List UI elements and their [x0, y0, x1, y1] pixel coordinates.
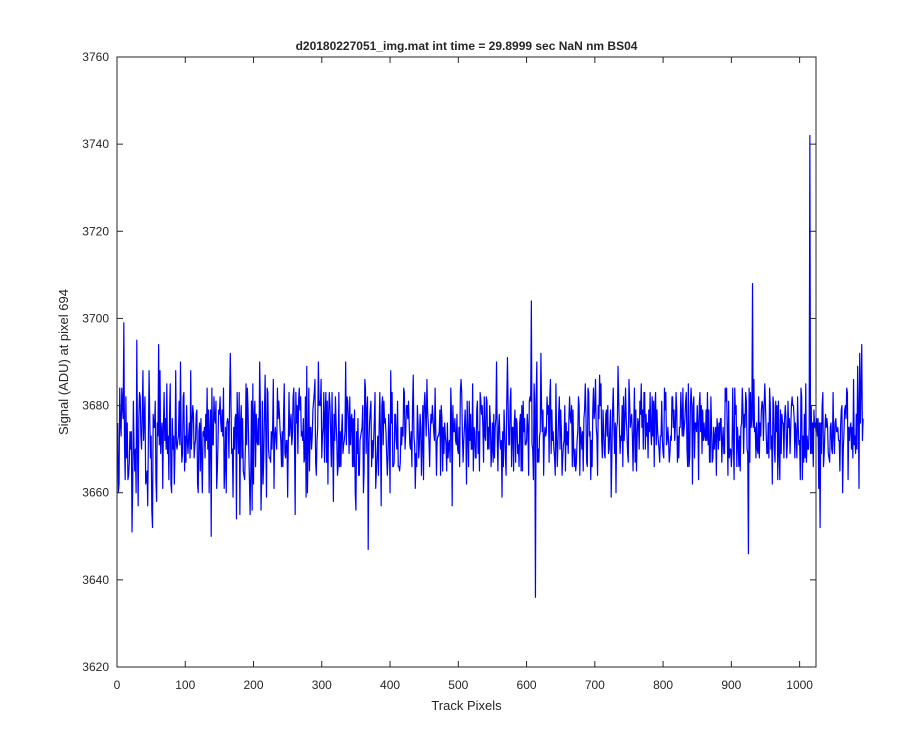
y-tick-label: 3640	[82, 573, 109, 587]
series-line-signal	[117, 134, 864, 598]
y-tick-label: 3660	[82, 486, 109, 500]
x-axis-ticks: 0 100 200 300 400 500 600 700 800 900 1000	[114, 57, 813, 692]
chart-title: d20180227051_img.mat int time = 29.8999 …	[296, 39, 638, 53]
y-tick-label: 3720	[82, 224, 109, 238]
x-tick-label: 200	[244, 678, 264, 692]
plot-area	[117, 57, 816, 667]
x-tick-label: 1000	[786, 678, 813, 692]
y-tick-label: 3680	[82, 399, 109, 413]
y-axis-label: Signal (ADU) at pixel 694	[56, 289, 71, 435]
y-tick-label: 3740	[82, 137, 109, 151]
x-tick-label: 0	[114, 678, 121, 692]
x-tick-label: 100	[175, 678, 195, 692]
x-axis-label: Track Pixels	[431, 698, 502, 713]
x-tick-label: 900	[721, 678, 741, 692]
x-tick-label: 700	[585, 678, 605, 692]
y-tick-label: 3700	[82, 311, 109, 325]
y-axis-ticks: 3620 3640 3660 3680 3700 3720 3740 3760	[82, 50, 816, 674]
x-tick-label: 500	[448, 678, 468, 692]
axes-frame	[116, 56, 817, 668]
x-tick-label: 600	[517, 678, 537, 692]
x-tick-label: 300	[312, 678, 332, 692]
axes-box	[116, 56, 817, 668]
y-tick-label: 3620	[82, 660, 109, 674]
x-tick-label: 800	[653, 678, 673, 692]
x-tick-label: 400	[380, 678, 400, 692]
y-tick-label: 3760	[82, 50, 109, 64]
